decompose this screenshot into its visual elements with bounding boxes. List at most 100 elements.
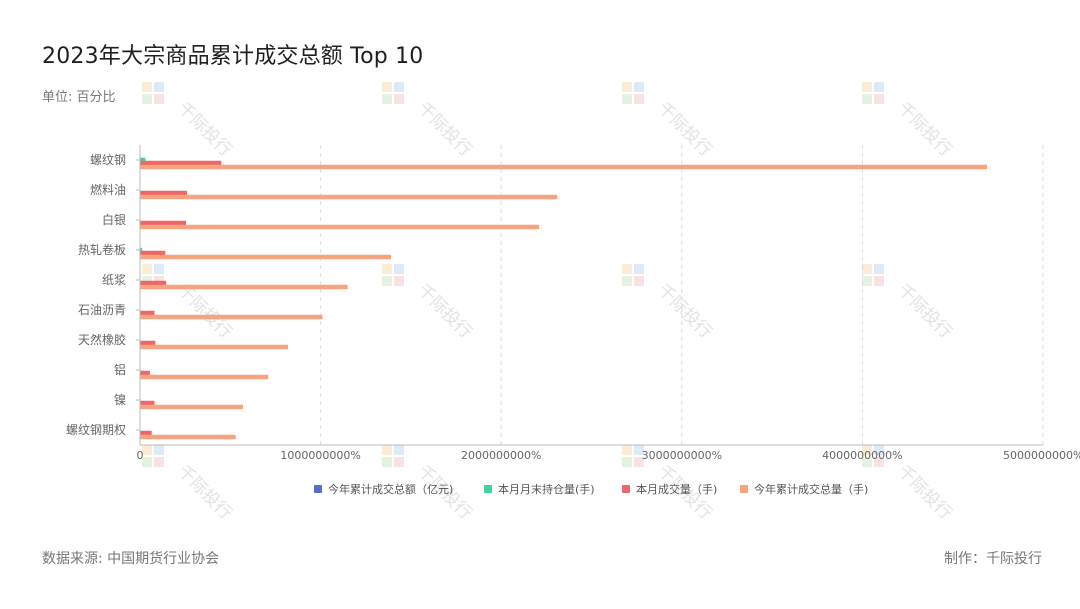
bar-ytd-volume xyxy=(140,254,392,260)
bar-monthly-volume xyxy=(140,280,167,286)
unit-label: 单位: 百分比 xyxy=(42,90,116,105)
x-tick-label: 1000000000% xyxy=(280,449,360,462)
watermark-logo-square xyxy=(622,264,632,274)
watermark-logo-square xyxy=(154,264,164,274)
watermark-logo-square xyxy=(634,276,644,286)
watermark-logo-square xyxy=(634,94,644,104)
watermark-logo-square xyxy=(154,457,164,467)
bar-monthly-volume xyxy=(140,400,155,406)
category-label: 燃料油 xyxy=(90,182,126,197)
watermark-logo-square xyxy=(394,94,404,104)
watermark-logo-square xyxy=(382,276,392,286)
category-label: 螺纹钢期权 xyxy=(66,423,126,437)
x-tick-label: 3000000000% xyxy=(642,449,722,462)
watermark-logo-square xyxy=(154,445,164,455)
watermark-text: 千际投行 xyxy=(893,461,955,523)
watermark-logo-square xyxy=(634,264,644,274)
watermark-logo-square xyxy=(394,264,404,274)
legend-item: 今年累计成交总量（手) xyxy=(740,482,868,496)
bar-ytd-volume xyxy=(140,404,243,410)
watermark-logo-square xyxy=(874,94,884,104)
bar-ytd-volume xyxy=(140,164,988,170)
watermark-logo-square xyxy=(394,82,404,92)
bar-ytd-volume xyxy=(140,344,289,350)
watermark-logo-square xyxy=(874,264,884,274)
bar-open-interest xyxy=(140,247,143,253)
x-tick-label: 5000000000% xyxy=(1003,449,1080,462)
legend-item: 今年累计成交总额（亿元) xyxy=(314,482,453,496)
watermark: 千际投行 xyxy=(382,264,476,343)
watermark-logo-square xyxy=(622,445,632,455)
watermark-logo-square xyxy=(142,445,152,455)
watermark-logo-square xyxy=(382,82,392,92)
watermark-logo-square xyxy=(874,457,884,467)
bar-monthly-volume xyxy=(140,370,150,376)
watermark-logo-square xyxy=(862,457,872,467)
legend-swatch xyxy=(484,485,492,493)
watermark-logo-square xyxy=(634,445,644,455)
category-label: 铝 xyxy=(114,362,126,377)
watermark-logo-square xyxy=(874,276,884,286)
bar-monthly-volume xyxy=(140,310,155,316)
bar-ytd-volume xyxy=(140,314,323,320)
watermark: 千际投行 xyxy=(382,82,476,161)
chart-title: 2023年大宗商品累计成交总额 Top 10 xyxy=(42,44,424,69)
bar-ytd-volume xyxy=(140,284,348,290)
category-label: 热轧卷板 xyxy=(78,242,126,257)
bar-ytd-volume xyxy=(140,434,236,440)
watermark-logo-square xyxy=(394,445,404,455)
watermark-logo-square xyxy=(154,82,164,92)
watermark-text: 千际投行 xyxy=(413,280,475,342)
bar-ytd-volume xyxy=(140,374,269,380)
bar-monthly-volume xyxy=(140,220,187,226)
x-tick-labels: 0 1000000000% 2000000000% 3000000000% 400000… xyxy=(137,449,1080,462)
watermark-logo-square xyxy=(382,264,392,274)
watermark-logo-square xyxy=(382,94,392,104)
bar-monthly-volume xyxy=(140,340,156,346)
bar-monthly-volume xyxy=(140,160,222,166)
watermark-text: 千际投行 xyxy=(173,280,235,342)
watermark-text: 千际投行 xyxy=(173,461,235,523)
legend-item: 本月成交量（手) xyxy=(622,482,717,496)
category-label: 石油沥青 xyxy=(78,303,126,317)
watermark-logo-square xyxy=(622,94,632,104)
credit-label: 制作：千际投行 xyxy=(944,551,1042,567)
watermark-logo-square xyxy=(622,457,632,467)
x-tick-label: 0 xyxy=(137,449,144,462)
watermark-logo-square xyxy=(142,457,152,467)
watermark-text: 千际投行 xyxy=(413,98,475,160)
watermark: 千际投行 xyxy=(622,82,716,161)
legend-swatch xyxy=(622,485,630,493)
category-label: 镍 xyxy=(114,393,126,407)
x-tick-label: 2000000000% xyxy=(461,449,541,462)
watermark: 千际投行 xyxy=(142,82,236,161)
watermark-logo-square xyxy=(394,276,404,286)
legend: 今年累计成交总额（亿元) 本月月末持仓量(手) 本月成交量（手) 今年累计成交总量（手… xyxy=(314,482,868,496)
watermark-text: 千际投行 xyxy=(173,98,235,160)
legend-item: 本月月末持仓量(手) xyxy=(484,482,595,496)
watermark-logo-square xyxy=(862,82,872,92)
watermark-text: 千际投行 xyxy=(893,280,955,342)
legend-label: 本月成交量（手) xyxy=(636,482,717,496)
watermark: 千际投行 xyxy=(862,264,956,343)
watermark-logo-square xyxy=(874,82,884,92)
axes-layer xyxy=(139,145,1043,446)
watermark-logo-square xyxy=(394,457,404,467)
legend-label: 今年累计成交总量（手) xyxy=(754,482,868,496)
watermark: 千际投行 xyxy=(142,445,236,524)
watermark-logo-square xyxy=(862,94,872,104)
watermark-logo-square xyxy=(142,94,152,104)
watermark-logo-square xyxy=(634,82,644,92)
watermark-logo-square xyxy=(382,457,392,467)
category-label: 白银 xyxy=(102,212,126,227)
watermark-logo-square xyxy=(622,276,632,286)
watermark-logo-square xyxy=(862,264,872,274)
watermark-logo-square xyxy=(142,264,152,274)
category-label: 天然橡胶 xyxy=(78,332,126,347)
legend-swatch xyxy=(740,485,748,493)
bars-layer xyxy=(140,157,988,440)
watermark-logo-square xyxy=(622,82,632,92)
watermark-logo-square xyxy=(862,445,872,455)
